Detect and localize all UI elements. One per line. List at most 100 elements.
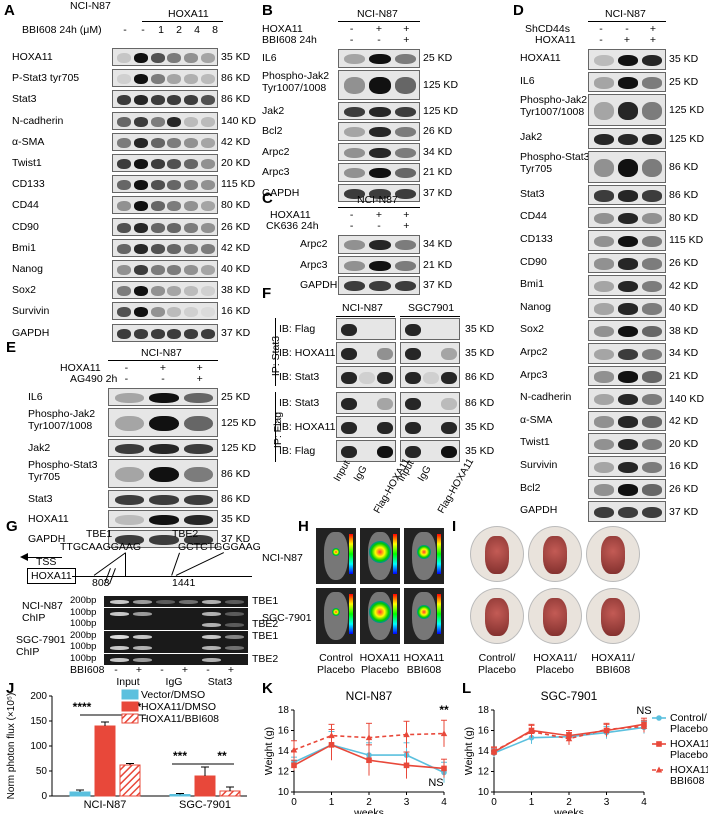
a-kd-label: 35 KD — [221, 51, 251, 63]
g-seq1-label: TTGCAAGGAAG — [60, 541, 142, 553]
f-bracket — [275, 392, 276, 462]
blot-band — [150, 53, 165, 63]
g-tbe-label: TBE1 — [252, 629, 279, 642]
panel-label-b: B — [262, 2, 273, 19]
a-row-label: Bmi1 — [12, 241, 36, 254]
g-bbi-label: BBI608 — [70, 664, 105, 676]
c-kd-label: 34 KD — [423, 238, 453, 251]
d-kd-label: 21 KD — [669, 369, 699, 382]
a-kd-label: 42 KD — [221, 135, 251, 148]
blot-band — [641, 133, 663, 146]
blot-band — [134, 137, 148, 148]
blot-band — [149, 515, 179, 525]
g-lane-label: IgG — [165, 676, 183, 688]
b-r1-label: HOXA11 — [262, 23, 303, 35]
d-cell-bar — [588, 21, 666, 22]
f-ip-flag-label: IP: Flag — [272, 411, 285, 449]
a-kd-label: 140 KD — [221, 114, 257, 127]
e-blot-row — [108, 459, 218, 488]
l-x-tick-label: 1 — [529, 797, 535, 808]
d-kd-label: 86 KD — [669, 189, 699, 202]
d-row-label: CD90 — [520, 255, 547, 268]
blot-band — [641, 371, 663, 383]
blot-band — [167, 180, 182, 191]
blot-band — [593, 416, 615, 428]
g-sign: - — [114, 664, 118, 676]
l-x-tick-label: 0 — [491, 797, 497, 808]
blot-band — [167, 95, 182, 106]
blot-band — [617, 54, 639, 66]
d-row-label: Jak2 — [520, 131, 543, 144]
blot-band — [134, 116, 148, 127]
blot-band — [344, 106, 366, 117]
blot-band — [167, 53, 182, 63]
blot-band — [184, 159, 198, 169]
a-blot-row — [112, 175, 218, 194]
f-blot-right — [400, 342, 460, 364]
blot-band — [149, 495, 179, 505]
blot-band — [405, 421, 421, 435]
blot-band — [114, 393, 144, 403]
g-seq2-label: GCTCTGGGAAG — [178, 541, 261, 553]
blot-band — [394, 54, 416, 65]
d-kd-label: 125 KD — [669, 132, 705, 145]
e-row-label: Phospho-Stat3 Tyr705 — [28, 459, 98, 483]
panel-label-g: G — [6, 518, 18, 535]
blot-band — [117, 286, 132, 297]
blot-band — [109, 611, 130, 616]
blot-band — [150, 328, 165, 339]
blot-band — [341, 347, 357, 361]
a-row-label: α-SMA — [12, 135, 45, 148]
a-row-label: Stat3 — [12, 93, 37, 106]
blot-band — [117, 180, 132, 191]
blot-band — [150, 180, 165, 191]
d-sign: + — [623, 34, 631, 46]
blot-band — [405, 323, 421, 337]
blot-band — [200, 201, 215, 212]
a-kd-label: 115 KD — [221, 178, 256, 191]
panel-label-l: L — [462, 680, 472, 697]
f-row-label: IB: Flag — [279, 323, 316, 335]
d-kd-label: 86 KD — [669, 160, 699, 173]
i-col-label: Control/Placebo — [478, 652, 516, 676]
g-gel-row — [104, 619, 248, 630]
l-point — [603, 725, 610, 732]
e-kd-label: 35 KD — [221, 513, 251, 525]
e-row-label: Phospho-Jak2 Tyr1007/1008 — [28, 408, 96, 432]
b-row-label: Phospho-Jak2 Tyr1007/1008 — [262, 69, 330, 94]
b-kd-label: 34 KD — [423, 145, 453, 158]
a-blot-row — [112, 111, 218, 130]
blot-band — [200, 116, 215, 127]
blot-band — [593, 258, 615, 270]
a-kd-label: 80 KD — [221, 199, 251, 212]
a-kd-label: 26 KD — [221, 220, 251, 233]
a-kd-label: 16 KD — [221, 305, 251, 318]
blot-band — [344, 77, 366, 94]
g-sign: + — [227, 664, 235, 676]
c-cell-bar — [338, 207, 420, 208]
h-colorbar — [437, 594, 441, 634]
blot-band — [369, 147, 391, 158]
blot-band — [344, 188, 366, 199]
d-blot-row — [588, 184, 666, 206]
b-row-label: Arpc2 — [262, 145, 290, 158]
d-blot-row — [588, 297, 666, 319]
k-point — [403, 762, 410, 769]
j-y-tick-label: 200 — [30, 691, 47, 702]
blot-band — [394, 281, 416, 292]
blot-band — [200, 222, 215, 233]
c-r1-label: HOXA11 — [270, 209, 311, 221]
f-blot-left — [336, 366, 396, 388]
g-tbe1-pointer — [125, 553, 126, 576]
blot-band — [150, 222, 165, 233]
blot-band — [149, 393, 179, 403]
panel-label-d: D — [513, 2, 524, 19]
f-cell2-label: SGC7901 — [408, 302, 455, 314]
blot-band — [134, 222, 148, 233]
blot-band — [617, 158, 639, 177]
d-blot-row — [588, 433, 666, 454]
d-kd-label: 80 KD — [669, 211, 699, 224]
blot-band — [150, 95, 165, 106]
d-row-label: Sox2 — [520, 323, 544, 336]
g-tbe-label: TBE2 — [252, 618, 279, 630]
